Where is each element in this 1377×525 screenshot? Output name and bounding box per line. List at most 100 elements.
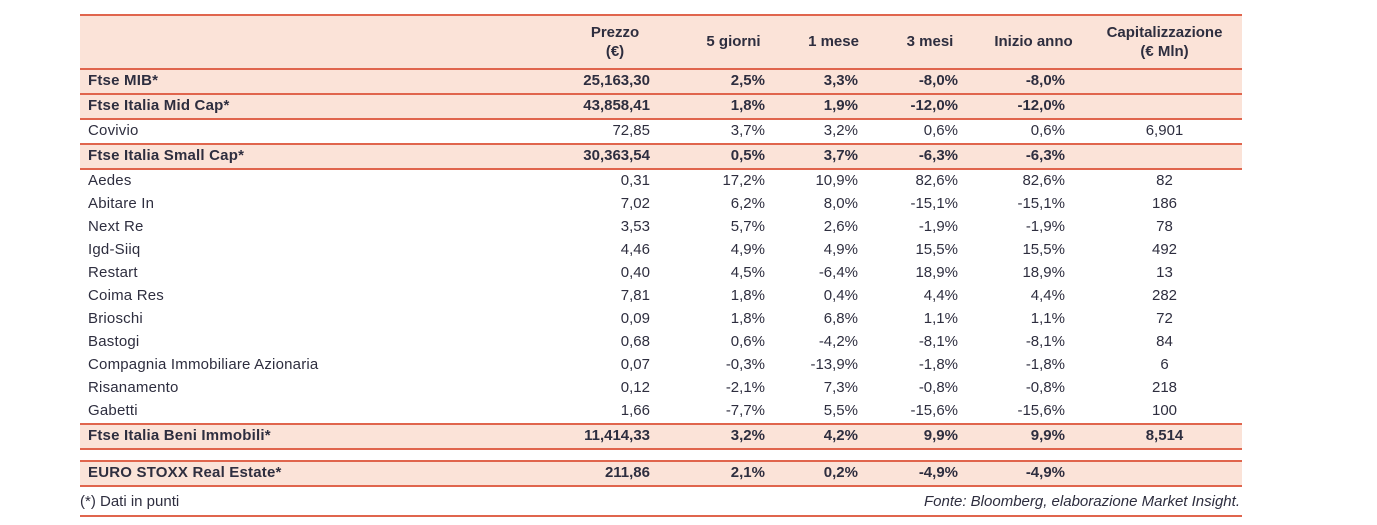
- change-5d-cell: 1,8%: [730, 97, 765, 115]
- change-5d-cell: 1,8%: [730, 287, 765, 305]
- table-footer: (*) Dati in punti Fonte: Bloomberg, elab…: [80, 487, 1242, 517]
- change-5d-cell: 1,8%: [730, 310, 765, 328]
- row-name: Risanamento: [88, 379, 179, 397]
- capitalization-cell: 282: [1151, 287, 1178, 305]
- capitalization-cell: 492: [1151, 241, 1178, 259]
- price-cell: 0,31: [620, 172, 650, 190]
- index-row: Ftse Italia Small Cap* 30,363,54 0,5% 3,7% -…: [80, 143, 1242, 170]
- change-3m-cell: 4,4%: [923, 287, 958, 305]
- change-3m-cell: 18,9%: [915, 264, 958, 282]
- column-header-5-giorni: 5 giorni: [680, 27, 787, 57]
- price-cell: 0,68: [620, 333, 650, 351]
- column-header-1-mese-label: 1 mese: [808, 33, 859, 51]
- price-cell: 3,53: [620, 218, 650, 236]
- stock-row: Brioschi 0,09 1,8% 6,8% 1,1% 1,1% 72: [80, 308, 1242, 331]
- price-cell: 0,09: [620, 310, 650, 328]
- capitalization-cell: 218: [1151, 379, 1178, 397]
- change-ytd-cell: -1,8%: [1025, 356, 1065, 374]
- column-header-3-mesi-label: 3 mesi: [906, 33, 954, 51]
- row-name: Ftse Italia Beni Immobili*: [88, 427, 271, 445]
- row-spacer: [80, 450, 1242, 460]
- capitalization-cell: 100: [1151, 402, 1178, 420]
- change-1m-cell: 5,5%: [823, 402, 858, 420]
- column-header-inizio-anno: Inizio anno: [980, 27, 1087, 57]
- change-ytd-cell: -12,0%: [1017, 97, 1065, 115]
- change-3m-cell: -15,1%: [910, 195, 958, 213]
- change-1m-cell: -13,9%: [810, 356, 858, 374]
- footnote: (*) Dati in punti: [80, 493, 180, 510]
- change-1m-cell: -6,4%: [818, 264, 858, 282]
- stock-row: Aedes 0,31 17,2% 10,9% 82,6% 82,6% 82: [80, 170, 1242, 193]
- price-cell: 0,07: [620, 356, 650, 374]
- column-header-name: [80, 37, 550, 47]
- change-5d-cell: 4,9%: [730, 241, 765, 259]
- change-ytd-cell: -8,0%: [1025, 72, 1065, 90]
- capitalization-cell: [1087, 145, 1242, 168]
- capitalization-cell: 78: [1156, 218, 1173, 236]
- column-header-1-mese: 1 mese: [787, 27, 880, 57]
- change-3m-cell: -6,3%: [918, 147, 958, 165]
- row-name: Compagnia Immobiliare Azionaria: [88, 356, 319, 374]
- row-name: Igd-Siiq: [88, 241, 141, 259]
- price-cell: 0,40: [620, 264, 650, 282]
- change-3m-cell: -4,9%: [918, 464, 958, 482]
- change-1m-cell: 10,9%: [815, 172, 858, 190]
- change-5d-cell: 3,2%: [730, 427, 765, 445]
- change-3m-cell: -1,8%: [918, 356, 958, 374]
- column-header-prezzo-line2: (€): [605, 43, 625, 60]
- change-ytd-cell: -6,3%: [1025, 147, 1065, 165]
- stock-row: Gabetti 1,66 -7,7% 5,5% -15,6% -15,6% 100: [80, 400, 1242, 423]
- indices-table: Prezzo (€) 5 giorni 1 mese 3 mesi Inizio…: [80, 14, 1242, 487]
- change-5d-cell: 0,6%: [730, 333, 765, 351]
- index-row: Ftse MIB* 25,163,30 2,5% 3,3% -8,0% -8,0%: [80, 70, 1242, 95]
- change-ytd-cell: -15,6%: [1017, 402, 1065, 420]
- capitalization-cell: 8,514: [1145, 427, 1184, 445]
- column-header-prezzo: Prezzo (€): [550, 18, 680, 67]
- stock-row: Next Re 3,53 5,7% 2,6% -1,9% -1,9% 78: [80, 216, 1242, 239]
- change-5d-cell: 2,5%: [730, 72, 765, 90]
- change-1m-cell: 4,2%: [823, 427, 858, 445]
- column-header-capitalizzazione-line2: (€ Mln): [1140, 43, 1189, 60]
- row-name: Next Re: [88, 218, 144, 236]
- change-ytd-cell: 18,9%: [1022, 264, 1065, 282]
- change-1m-cell: 7,3%: [823, 379, 858, 397]
- change-ytd-cell: -15,1%: [1017, 195, 1065, 213]
- stock-row: Coima Res 7,81 1,8% 0,4% 4,4% 4,4% 282: [80, 285, 1242, 308]
- change-3m-cell: 0,6%: [923, 122, 958, 140]
- change-ytd-cell: 1,1%: [1030, 310, 1065, 328]
- change-3m-cell: -0,8%: [918, 379, 958, 397]
- price-cell: 0,12: [620, 379, 650, 397]
- change-5d-cell: -7,7%: [725, 402, 765, 420]
- capitalization-cell: 186: [1151, 195, 1178, 213]
- change-1m-cell: -4,2%: [818, 333, 858, 351]
- capitalization-cell: 72: [1156, 310, 1173, 328]
- column-header-capitalizzazione-line1: Capitalizzazione: [1106, 23, 1223, 41]
- change-5d-cell: 0,5%: [730, 147, 765, 165]
- capitalization-cell: 6: [1160, 356, 1169, 374]
- change-5d-cell: 5,7%: [730, 218, 765, 236]
- stock-row: Compagnia Immobiliare Azionaria 0,07 -0,3%…: [80, 354, 1242, 377]
- change-1m-cell: 2,6%: [823, 218, 858, 236]
- change-1m-cell: 3,2%: [823, 122, 858, 140]
- capitalization-cell: [1087, 70, 1242, 93]
- change-ytd-cell: 15,5%: [1022, 241, 1065, 259]
- change-ytd-cell: -1,9%: [1025, 218, 1065, 236]
- index-row: Ftse Italia Mid Cap* 43,858,41 1,8% 1,9% -12…: [80, 95, 1242, 120]
- price-cell: 211,86: [604, 464, 650, 482]
- capitalization-cell: 13: [1156, 264, 1173, 282]
- row-name: Ftse MIB*: [88, 72, 159, 90]
- price-cell: 25,163,30: [583, 72, 650, 90]
- change-ytd-cell: 0,6%: [1030, 122, 1065, 140]
- change-5d-cell: 6,2%: [730, 195, 765, 213]
- change-5d-cell: 4,5%: [730, 264, 765, 282]
- column-header-3-mesi: 3 mesi: [880, 27, 980, 57]
- row-name: Gabetti: [88, 402, 138, 420]
- change-ytd-cell: 82,6%: [1022, 172, 1065, 190]
- column-header-inizio-anno-label: Inizio anno: [994, 33, 1073, 51]
- price-cell: 4,46: [620, 241, 650, 259]
- price-cell: 30,363,54: [583, 147, 650, 165]
- index-row: Ftse Italia Beni Immobili* 11,414,33 3,2% 4…: [80, 423, 1242, 450]
- row-name: Coima Res: [88, 287, 164, 305]
- change-5d-cell: 3,7%: [730, 122, 765, 140]
